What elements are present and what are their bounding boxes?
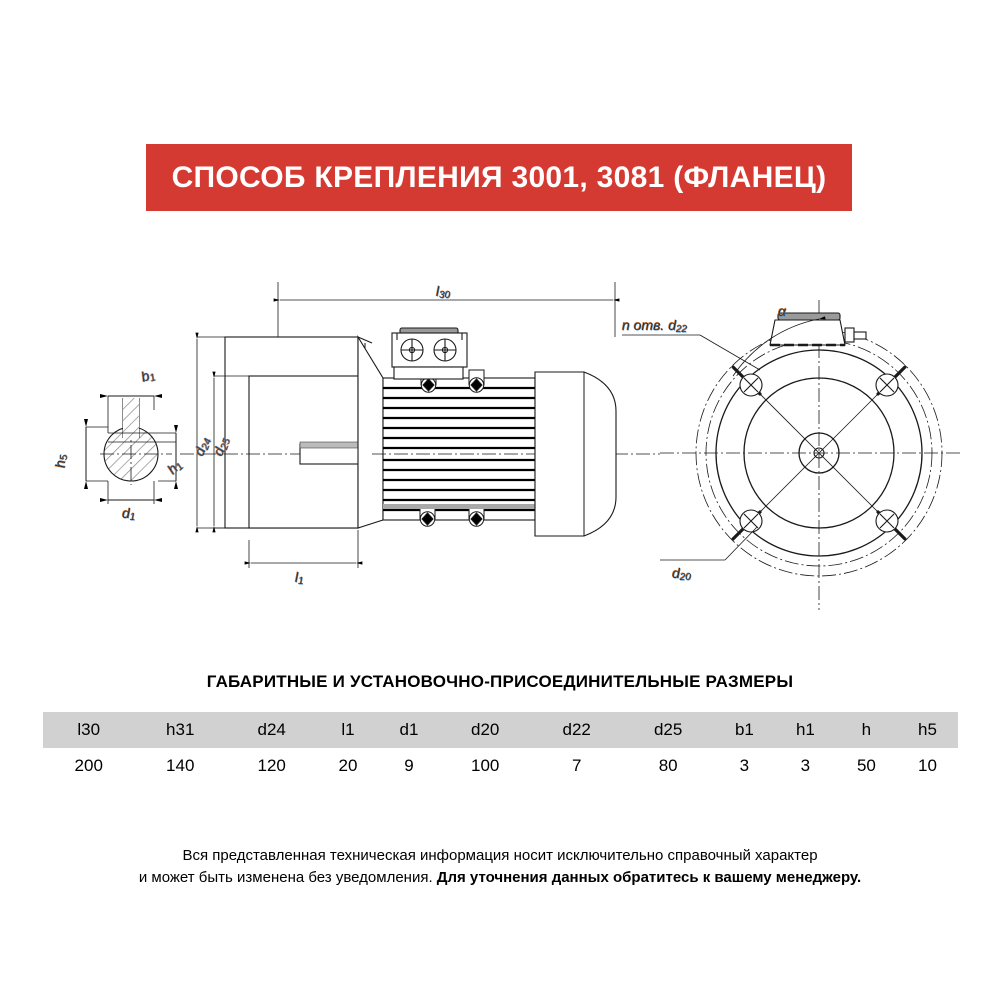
svg-text:α: α bbox=[778, 303, 787, 319]
svg-text:d1: d1 bbox=[122, 505, 135, 523]
svg-text:l30: l30 bbox=[436, 283, 451, 301]
svg-text:l1: l1 bbox=[295, 569, 304, 587]
svg-text:b1: b1 bbox=[139, 366, 157, 387]
svg-text:n отв. d22: n отв. d22 bbox=[622, 317, 688, 335]
svg-text:d20: d20 bbox=[672, 565, 691, 583]
svg-text:h5: h5 bbox=[52, 454, 70, 468]
svg-text:d24: d24 bbox=[191, 434, 215, 458]
svg-text:h1: h1 bbox=[164, 456, 186, 478]
